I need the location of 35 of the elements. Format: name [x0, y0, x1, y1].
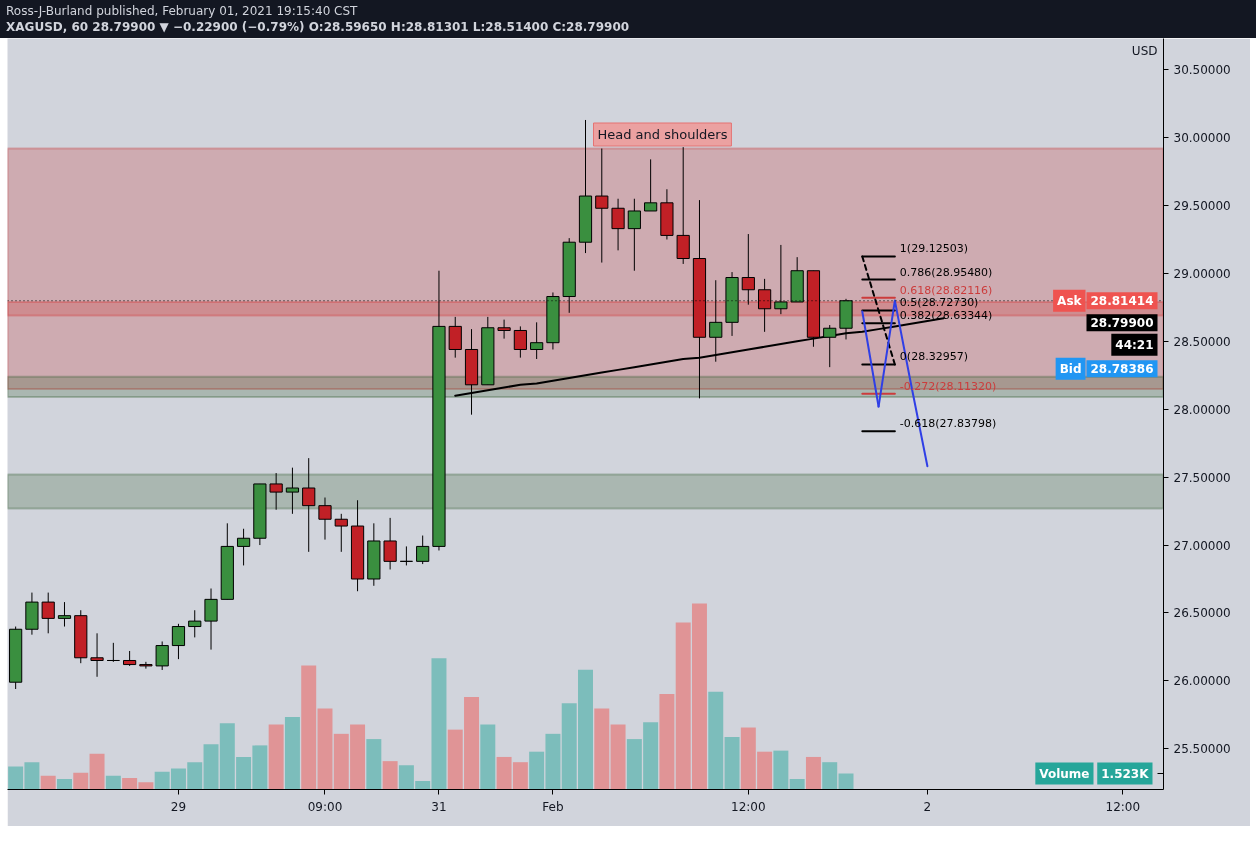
y2-axis-title: Volume [1039, 766, 1090, 781]
y-tick-label: 28.00000 [1173, 402, 1231, 417]
x-tick-label: 31 [431, 799, 447, 814]
x-tick-label: 29 [170, 799, 187, 814]
x-tick-label: 2 [923, 799, 932, 814]
series-label: 0.382(28.63344) [899, 309, 993, 323]
y-tick-label: 27.50000 [1173, 470, 1231, 485]
y-tick-label: 26.00000 [1173, 674, 1231, 689]
annotation: Ask [1057, 293, 1083, 308]
y-tick-label: 26.50000 [1173, 606, 1231, 621]
annotation: 44:21 [1115, 337, 1154, 352]
x-tick-label: 09:00 [307, 799, 343, 814]
y2-tick-label: 1.523K [1101, 766, 1150, 781]
series-label: 0.786(28.95480) [899, 265, 993, 279]
y-tick-label: 25.50000 [1173, 742, 1231, 757]
chart-title: XAGUSD, 60 28.79900 ▼ −0.22900 (−0.79%) O:28.59650 H:28.81301 L:28.51400 C:28.79900 [6, 20, 630, 34]
series-label: 0.618(28.82116) [899, 283, 993, 297]
y-axis-title: USD [1131, 43, 1158, 58]
annotation: 28.78386 [1090, 362, 1154, 377]
annotation: 28.81414 [1090, 294, 1154, 309]
chart-subtitle: Ross-J-Burland published, February 01, 2021 19:15:40 CST [6, 4, 358, 18]
y-tick-label: 29.00000 [1173, 266, 1231, 281]
band-label: Head and shoulders [597, 127, 728, 142]
x-tick-label: Feb [542, 799, 564, 814]
annotation: Bid [1059, 361, 1082, 376]
x-tick-label: 12:00 [1105, 799, 1141, 814]
y-tick-label: 29.50000 [1173, 199, 1231, 214]
y-tick-label: 27.00000 [1173, 538, 1231, 553]
x-tick-label: 12:00 [731, 799, 766, 814]
y-tick-label: 28.50000 [1173, 334, 1231, 349]
series-label: 0.5(28.72730) [899, 296, 979, 310]
series-label: 1(29.12503) [899, 242, 968, 256]
ref-line-label: 28.79900 [1090, 316, 1154, 331]
y-tick-label: 30.50000 [1173, 63, 1231, 78]
y-tick-label: 30.00000 [1173, 131, 1231, 146]
